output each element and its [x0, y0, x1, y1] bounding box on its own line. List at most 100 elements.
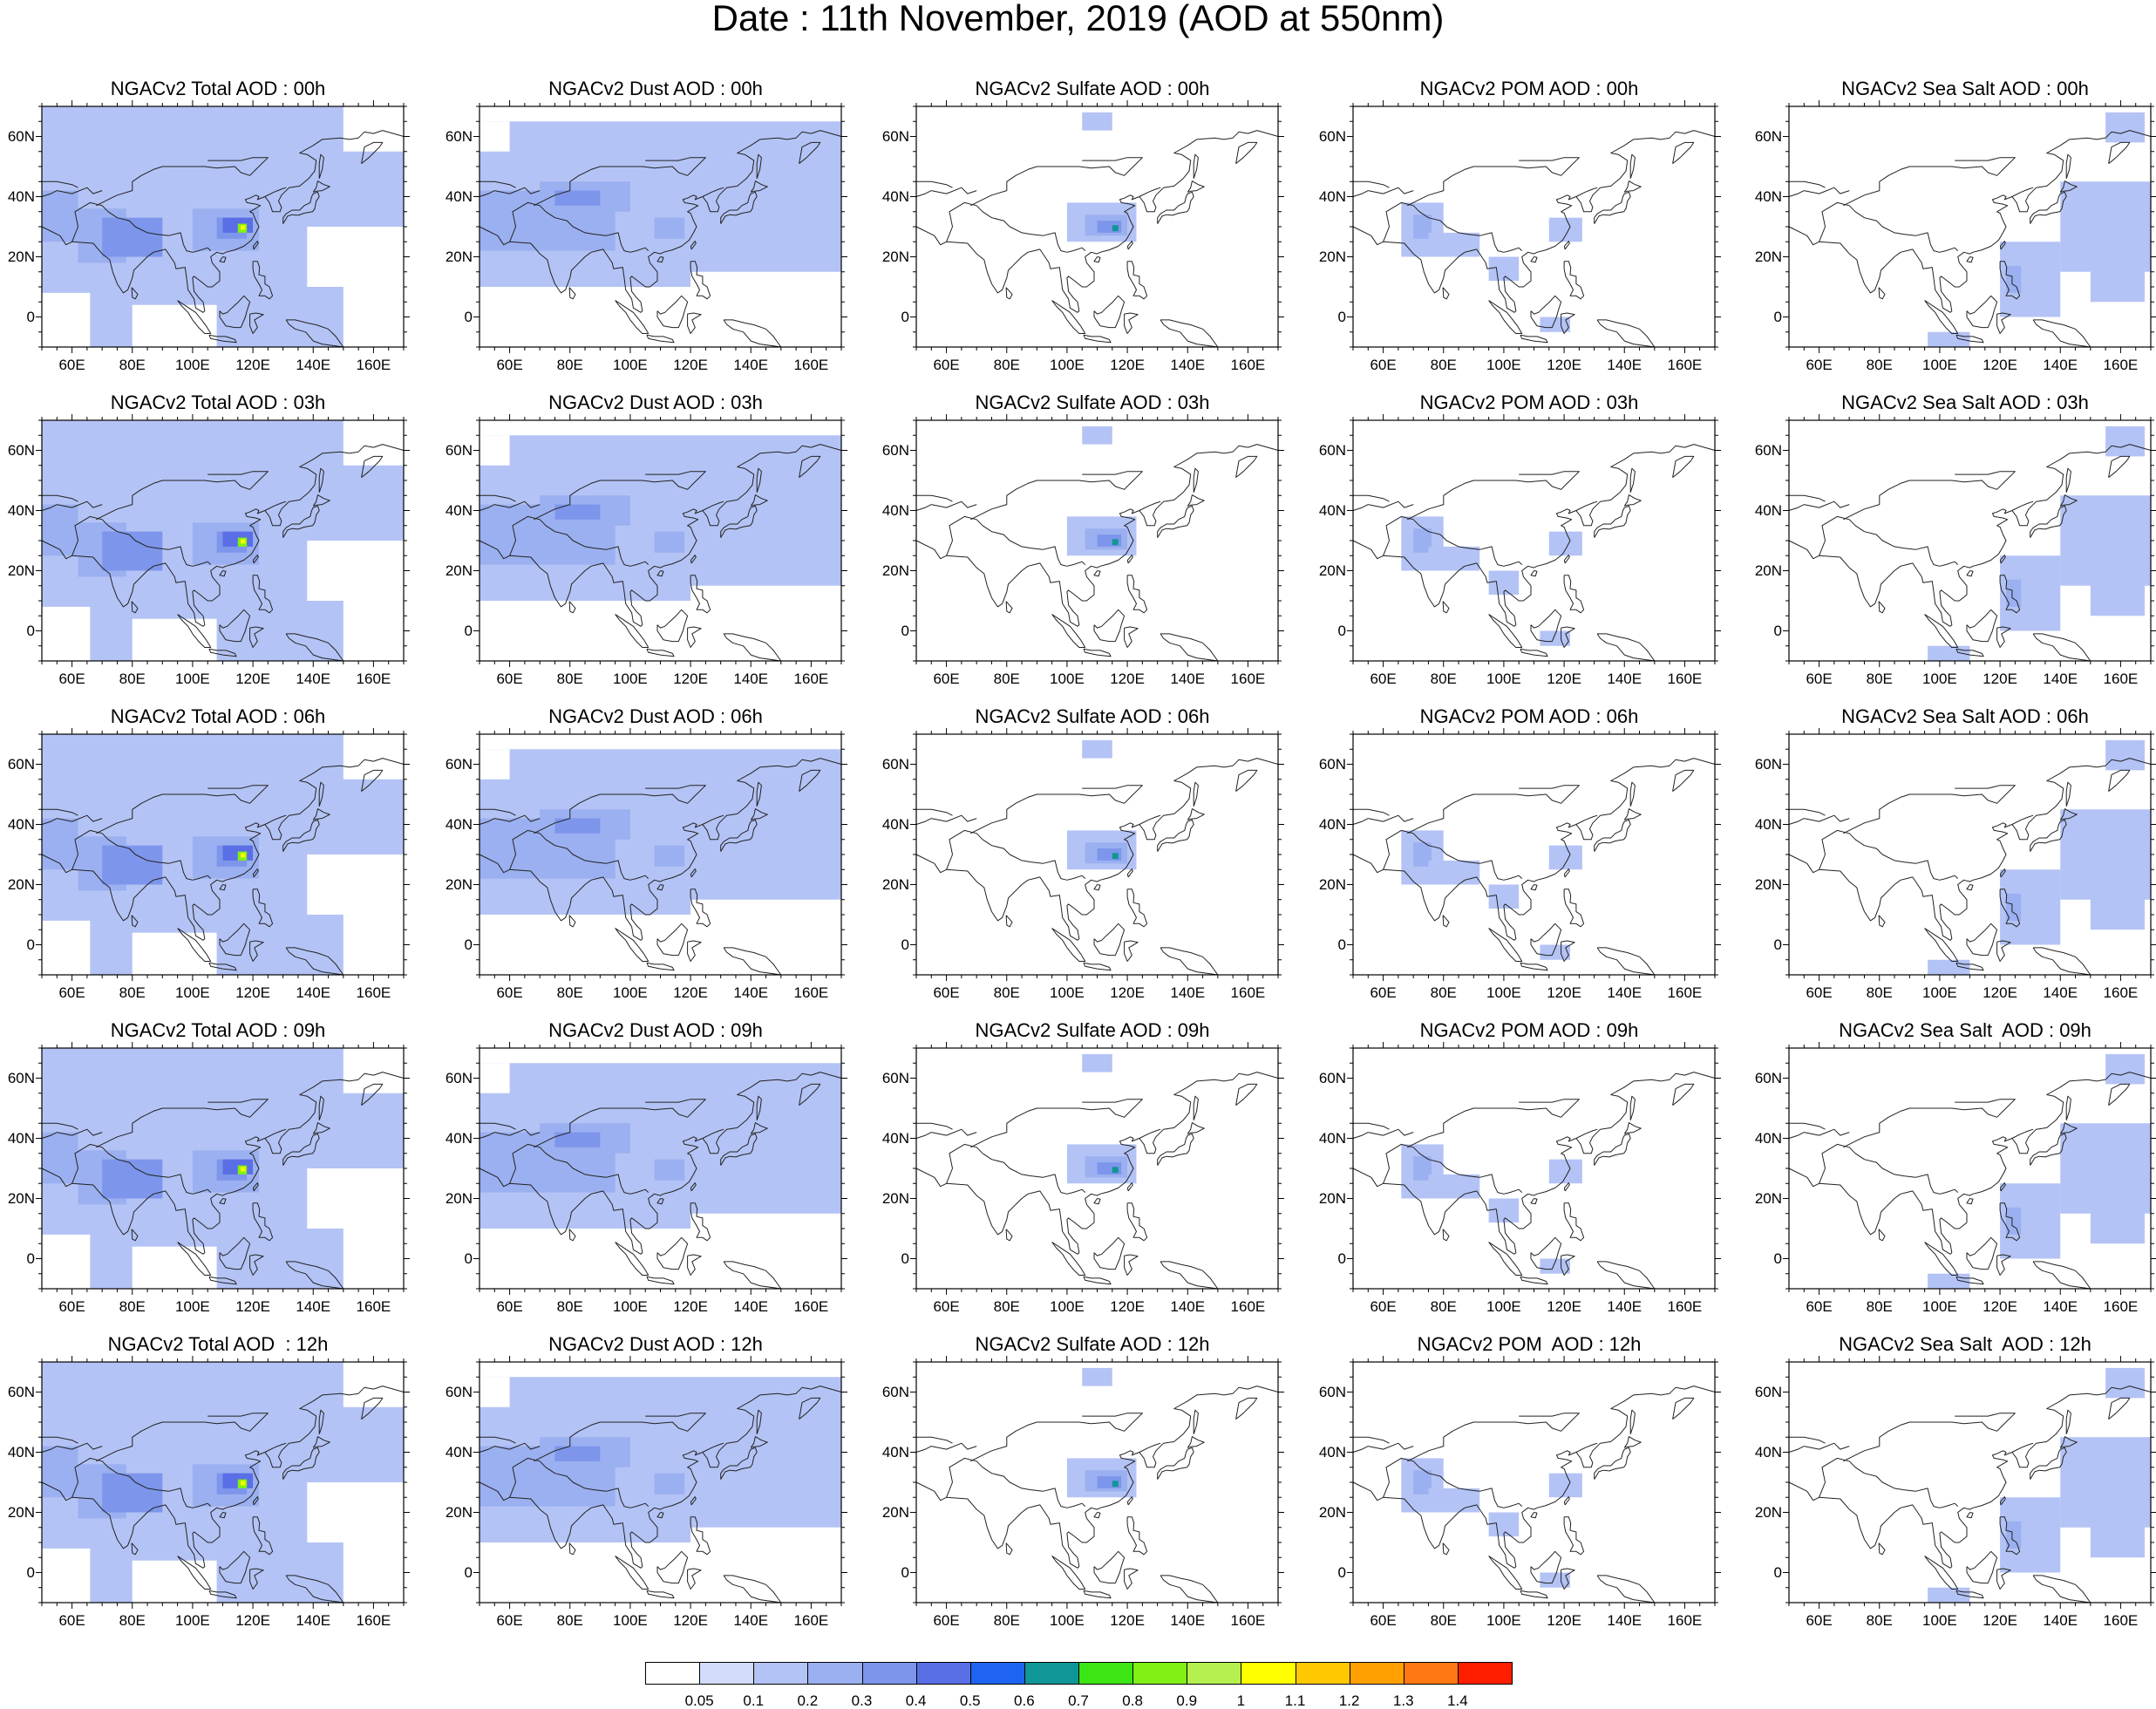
coastline: [1999, 868, 2006, 878]
lat-label: 40N: [1754, 501, 1782, 519]
lat-label: 40N: [1318, 187, 1346, 205]
coastline: [1051, 1556, 1086, 1590]
coastline: [1999, 1202, 2021, 1242]
coastline: [1629, 1409, 1636, 1434]
coastline: [1383, 1143, 1523, 1195]
coastline: [1575, 187, 1598, 197]
lon-label: 100E: [1922, 1612, 1957, 1629]
coastline: [1193, 781, 1199, 807]
aod-field: [1066, 739, 1137, 870]
coastline: [361, 141, 384, 164]
lon-label: 140E: [2043, 1298, 2078, 1315]
coastline: [71, 515, 212, 567]
coastline: [1575, 814, 1598, 825]
aod-cell: [2105, 1367, 2146, 1399]
panel-title: NGACv2 Sulfate AOD : 12h: [975, 1333, 1210, 1355]
coastline: [615, 614, 650, 648]
coastline: [96, 785, 269, 834]
lat-label: 20N: [1754, 1189, 1782, 1207]
aod-map: [1347, 1042, 1721, 1295]
lon-label: 120E: [1983, 671, 2017, 687]
aod-cell: [1428, 232, 1480, 257]
coastline: [312, 1436, 330, 1448]
coastline: [656, 295, 689, 329]
coastline: [509, 515, 650, 567]
coastline: [1368, 1442, 1414, 1450]
lon-label: 160E: [793, 357, 829, 373]
aod-cell: [1548, 217, 1582, 242]
lon-label: 80E: [1430, 1612, 1457, 1629]
lon-label: 160E: [2103, 357, 2139, 373]
coastline: [1442, 287, 1450, 300]
lat-label: 0: [464, 936, 473, 953]
aod-cell: [2060, 1437, 2151, 1528]
aod-cell: [479, 1063, 510, 1093]
coastline: [656, 1512, 664, 1519]
coastline: [1563, 575, 1585, 614]
lon-label: 60E: [933, 357, 960, 373]
coastline: [1966, 295, 1998, 329]
coastline: [1788, 1446, 1805, 1453]
lat-label: 60N: [881, 1069, 909, 1086]
aod-cell: [479, 435, 510, 466]
lon-label: 160E: [1230, 1612, 1266, 1629]
coastline: [1561, 312, 1575, 334]
coastline: [1187, 808, 1205, 820]
aod-cell: [1540, 630, 1570, 646]
lat-label: 60N: [1318, 127, 1346, 145]
panel-title: NGACv2 Dust AOD : 09h: [548, 1019, 763, 1041]
aod-cell: [554, 1132, 601, 1147]
lon-label: 80E: [993, 1298, 1020, 1315]
aod-cell: [554, 818, 601, 834]
panel-title: NGACv2 Dust AOD : 00h: [548, 78, 763, 99]
coastline: [1005, 1542, 1013, 1556]
coastline: [41, 818, 58, 825]
aod-field: [479, 1377, 841, 1603]
coastline: [131, 915, 139, 928]
coastline: [1353, 180, 1390, 188]
lat-label: 40N: [7, 1443, 35, 1460]
coastline: [479, 180, 516, 188]
panel-title: NGACv2 Sea Salt AOD : 00h: [1841, 78, 2089, 99]
coastline: [1352, 1386, 1716, 1569]
coastline: [1005, 915, 1013, 928]
lat-label: 20N: [445, 248, 473, 265]
coastline: [1157, 191, 1194, 224]
aod-cell: [307, 541, 404, 601]
aod-map: [1347, 728, 1721, 981]
coastline: [1187, 494, 1205, 507]
coastline: [656, 923, 689, 957]
aod-cell: [1548, 531, 1582, 556]
coastline: [2030, 191, 2067, 224]
coastline: [1139, 500, 1161, 511]
coastline: [750, 494, 768, 507]
coastline: [646, 1276, 675, 1285]
coastline: [1126, 555, 1133, 564]
lat-label: 60N: [445, 441, 473, 459]
lon-label: 80E: [556, 357, 583, 373]
aod-field: [1401, 202, 1582, 332]
aod-field: [1066, 1053, 1137, 1184]
coastline: [2065, 153, 2071, 179]
coastline: [1160, 1261, 1219, 1290]
panel-title: NGACv2 Sulfate AOD : 06h: [975, 705, 1210, 727]
lon-label: 100E: [1486, 671, 1521, 687]
lon-label: 120E: [1110, 671, 1145, 687]
coastline: [219, 1236, 251, 1270]
aod-cell: [2060, 181, 2151, 272]
aod-cell: [1428, 1174, 1480, 1199]
coastline: [208, 962, 237, 971]
coastline: [71, 201, 212, 253]
coastline: [1596, 633, 1656, 662]
coastline: [1187, 1436, 1205, 1448]
coastline: [1051, 614, 1086, 648]
aod-map: [910, 100, 1284, 353]
lon-label: 160E: [356, 984, 391, 1001]
aod-field: [1066, 1367, 1137, 1498]
aod-cell: [343, 1048, 404, 1093]
aod-map: [1783, 1356, 2156, 1609]
coastline: [1093, 884, 1101, 891]
colorbar-swatch: [1403, 1662, 1459, 1685]
lat-label: 60N: [445, 755, 473, 773]
coastline: [1368, 500, 1414, 508]
